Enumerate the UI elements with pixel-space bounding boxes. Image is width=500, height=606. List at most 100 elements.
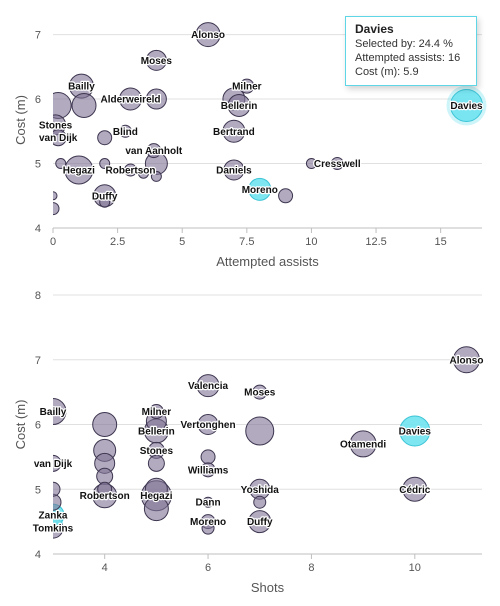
bubble-bellerin[interactable] [227,93,251,117]
bubble-label-bailly: Bailly [40,407,67,418]
bubble-dann[interactable] [202,496,214,508]
y-tick-label: 5 [35,159,41,171]
bubble[interactable] [278,188,294,204]
bubble-alderweireld[interactable] [119,87,143,111]
y-axis-title: Cost (m) [13,400,28,450]
bubble-otamendi[interactable] [349,430,377,458]
bubble-moses[interactable] [145,49,167,71]
bubble-label-milner: Milner [232,82,262,93]
bubble-moses[interactable] [252,384,268,400]
bubble-davies[interactable] [399,415,431,447]
bubble-label-cedric: Cédric [399,485,431,496]
bubble-robertson[interactable] [124,163,138,177]
bubble-cedric[interactable] [402,476,428,502]
bubble-alonso[interactable] [195,22,221,48]
bubble[interactable] [305,158,317,170]
bubble-label-tomkins: Tomkins [33,524,74,535]
y-tick-label: 6 [35,420,41,432]
bubble[interactable] [144,477,168,501]
bubble-label-milner: Milner [142,407,172,418]
bubble[interactable] [97,481,113,497]
bubble[interactable] [245,416,275,446]
bubble[interactable] [99,196,111,208]
bubble[interactable] [46,481,61,497]
bubble-label-bellerin: Bellerin [138,426,175,437]
bubble[interactable] [71,92,97,118]
bubble-label-otamendi: Otamendi [340,439,386,450]
bubble-label-moreno: Moreno [242,185,278,196]
y-tick-label: 4 [35,223,41,235]
x-tick-label: 12.5 [365,236,386,248]
bubble-williams[interactable] [200,462,216,478]
bubble-vertonghen[interactable] [197,414,219,435]
bubble-label-van-dijk: van Dijk [39,133,78,144]
bubble-label-van-aanholt: van Aanholt [125,146,183,157]
bubble-label-duffy: Duffy [92,191,118,202]
bubble-label-dann: Dann [196,498,221,509]
bubble-label-hegazi: Hegazi [140,491,172,502]
bubble[interactable] [147,454,165,472]
bubble-label-williams: Williams [188,465,229,476]
bubble-alonso[interactable] [452,346,480,374]
bubble-daniels[interactable] [223,159,245,181]
bubble-davies[interactable] [449,88,483,122]
x-axis-title: Attempted assists [216,254,319,269]
y-axis-title: Cost (m) [13,95,28,145]
tooltip-title: Davies [355,22,394,36]
bubble[interactable] [150,170,162,182]
tooltip-line-assists: Attempted assists: 16 [355,52,461,64]
bubble[interactable] [99,158,111,170]
bubble-hegazi[interactable] [64,155,94,185]
bubble-label-duffy: Duffy [247,517,273,528]
bubble[interactable] [44,512,63,532]
bubble-label-blind: Blind [113,127,138,138]
x-tick-label: 5 [179,236,185,248]
y-tick-label: 7 [35,30,41,42]
tooltip-value: 5.9 [403,66,419,78]
bubble[interactable] [137,167,149,179]
bubble-blind[interactable] [118,124,132,138]
bubble-milner[interactable] [239,78,255,94]
shots-plot: 4 5 6 7 8 4 6 8 10 Shots Cost (m) Alonso Valencia Mos… [13,290,485,595]
bubble-label-moreno: Moreno [190,517,226,528]
bubble[interactable] [201,521,215,535]
bubble[interactable] [55,158,67,170]
bubble-van-aanholt[interactable] [146,143,162,159]
bubble[interactable] [145,88,167,110]
bubble-label-stones: Stones [140,446,174,457]
tooltip-label: Attempted assists [355,52,442,64]
bubble-cresswell[interactable] [330,157,344,171]
bubble-label-bailly: Bailly [68,82,95,93]
bubble-label-robertson: Robertson [80,491,130,502]
bubble-van-dijk[interactable] [50,129,67,147]
bubble[interactable] [200,449,216,465]
bubble-milner[interactable] [148,404,164,420]
bubble[interactable] [47,202,60,216]
bubble[interactable] [49,191,58,201]
attempted-assists-plot: 4 5 6 7 0 2.5 5 7.5 10 12.5 15 Attempted assists Cos… [13,22,487,269]
bubble-label-alonso: Alonso [450,355,484,366]
x-tick-label: 8 [308,562,314,574]
y-tick-label: 8 [35,290,41,302]
y-tick-label: 6 [35,94,41,106]
bubble-label-moses: Moses [244,388,276,399]
bubble[interactable] [92,412,118,437]
bubble[interactable] [45,493,62,511]
bubble-duffy[interactable] [248,510,272,534]
bubbles [40,346,480,539]
bubble-label-alderweireld: Alderweireld [101,95,161,106]
bubble[interactable] [253,495,267,509]
tooltip-label: Cost (m) [355,66,398,78]
x-tick-label: 4 [102,562,108,574]
bubble-valencia[interactable] [196,374,220,398]
bubble-bertrand[interactable] [222,119,246,143]
bubble[interactable] [45,91,72,119]
x-tick-label: 0 [50,236,56,248]
bubble-label-stones: Stones [39,120,73,131]
bubble-label-davies: Davies [450,101,483,112]
bubble-bailly[interactable] [40,398,67,426]
bubble[interactable] [97,130,113,146]
bubble-label-bertrand: Bertrand [213,127,255,138]
bubble-moreno[interactable] [248,177,272,201]
bubble-van-dijk[interactable] [45,454,62,472]
